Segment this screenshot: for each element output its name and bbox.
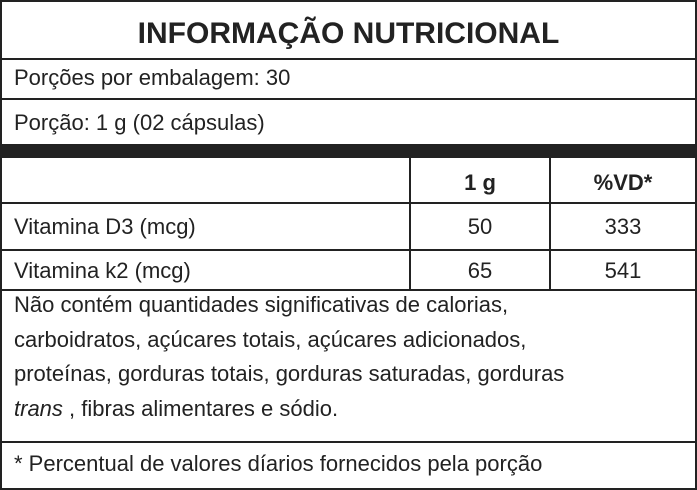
serving-size: Porção: 1 g (02 cápsulas) bbox=[14, 110, 265, 135]
note-text: , fibras alimentares e sódio. bbox=[62, 396, 339, 421]
divider bbox=[2, 98, 695, 100]
thick-divider bbox=[2, 144, 695, 158]
daily-value: 541 bbox=[604, 258, 642, 283]
column-header: 1 g bbox=[464, 170, 496, 195]
divider bbox=[2, 249, 695, 251]
note-line: trans , fibras alimentares e sódio. bbox=[14, 396, 338, 422]
divider bbox=[2, 58, 695, 60]
amount: 65 bbox=[467, 258, 493, 283]
divider bbox=[2, 202, 695, 204]
title: INFORMAÇÃO NUTRICIONAL bbox=[137, 17, 560, 50]
nutrient-name: Vitamina k2 (mcg) bbox=[14, 258, 191, 283]
divider bbox=[2, 441, 695, 443]
italic-word: trans bbox=[14, 396, 63, 421]
column-divider bbox=[549, 157, 551, 290]
note-line: carboidratos, açúcares totais, açúcares … bbox=[14, 327, 527, 352]
daily-value: 333 bbox=[604, 214, 642, 239]
divider bbox=[2, 289, 695, 291]
amount: 50 bbox=[467, 214, 493, 239]
column-header: %VD* bbox=[593, 170, 653, 195]
note-line: Não contém quantidades significativas de… bbox=[14, 292, 509, 317]
footnote: * Percentual de valores díarios fornecid… bbox=[14, 451, 543, 476]
servings-per-package: Porções por embalagem: 30 bbox=[14, 65, 291, 90]
note-line: proteínas, gorduras totais, gorduras sat… bbox=[14, 361, 565, 386]
nutrient-name: Vitamina D3 (mcg) bbox=[14, 214, 196, 239]
column-divider bbox=[409, 157, 411, 290]
